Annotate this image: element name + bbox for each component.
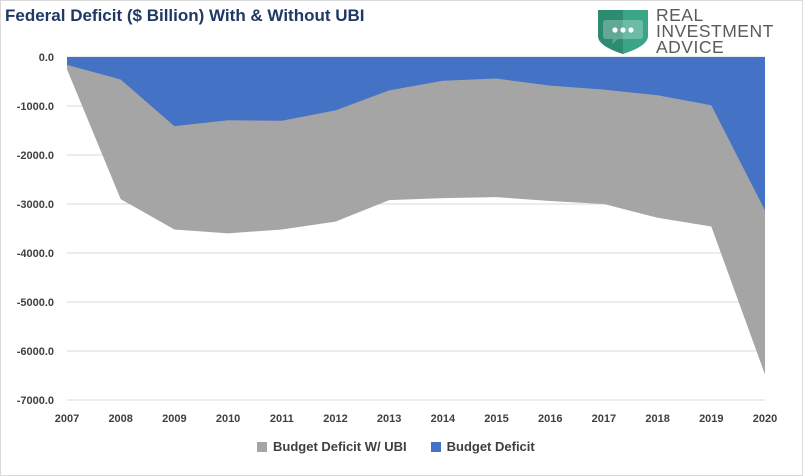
series-area-with-ubi [67,57,765,375]
y-tick-label: -1000.0 [17,101,54,113]
series-area-budget-deficit [67,57,765,211]
x-tick-label: 2010 [216,413,240,425]
y-tick-label: -2000.0 [17,150,54,162]
y-tick-label: -6000.0 [17,346,54,358]
chart-title: Federal Deficit ($ Billion) With & Witho… [5,6,365,25]
x-tick-label: 2020 [753,413,777,425]
logo-line-2: INVESTMENT [656,21,774,41]
x-tick-label: 2007 [55,413,79,425]
logo-line-3: ADVICE [656,37,725,57]
real-investment-advice-logo: REAL INVESTMENT ADVICE [596,6,796,58]
legend-item-with-ubi: Budget Deficit W/ UBI [257,439,407,454]
legend-swatch-budget-deficit [430,441,441,452]
x-tick-label: 2017 [592,413,616,425]
y-tick-label: -3000.0 [17,199,54,211]
legend-label-with-ubi: Budget Deficit W/ UBI [273,439,407,454]
x-tick-label: 2019 [699,413,723,425]
x-axis-ticks: 2007 2008 2009 2010 2011 2012 2013 2014 2015 2016… [55,413,777,425]
x-tick-label: 2014 [431,413,456,425]
chart-areas [67,57,765,375]
y-axis-ticks: 0.0 -1000.0 -2000.0 -3000.0 -4000.0 -5000.0 -6… [17,52,54,407]
y-tick-label: -7000.0 [17,395,54,407]
legend-swatch-with-ubi [257,441,267,452]
x-tick-label: 2018 [645,413,669,425]
x-tick-label: 2013 [377,413,401,425]
y-tick-label: -4000.0 [17,248,54,260]
x-tick-label: 2011 [270,413,294,425]
y-tick-label: 0.0 [39,52,54,64]
x-tick-label: 2015 [484,413,508,425]
legend-label-budget-deficit: Budget Deficit [446,439,535,454]
chart-legend: Budget Deficit W/ UBI Budget Deficit [257,439,559,454]
logo-shield-icon [598,10,648,54]
x-tick-label: 2009 [162,413,186,425]
y-tick-label: -5000.0 [17,297,54,309]
legend-item-budget-deficit: Budget Deficit [430,439,535,454]
x-tick-label: 2016 [538,413,562,425]
x-tick-label: 2008 [108,413,132,425]
logo-line-1: REAL [656,5,704,25]
x-tick-label: 2012 [323,413,347,425]
logo-text: REAL INVESTMENT ADVICE [656,5,774,57]
